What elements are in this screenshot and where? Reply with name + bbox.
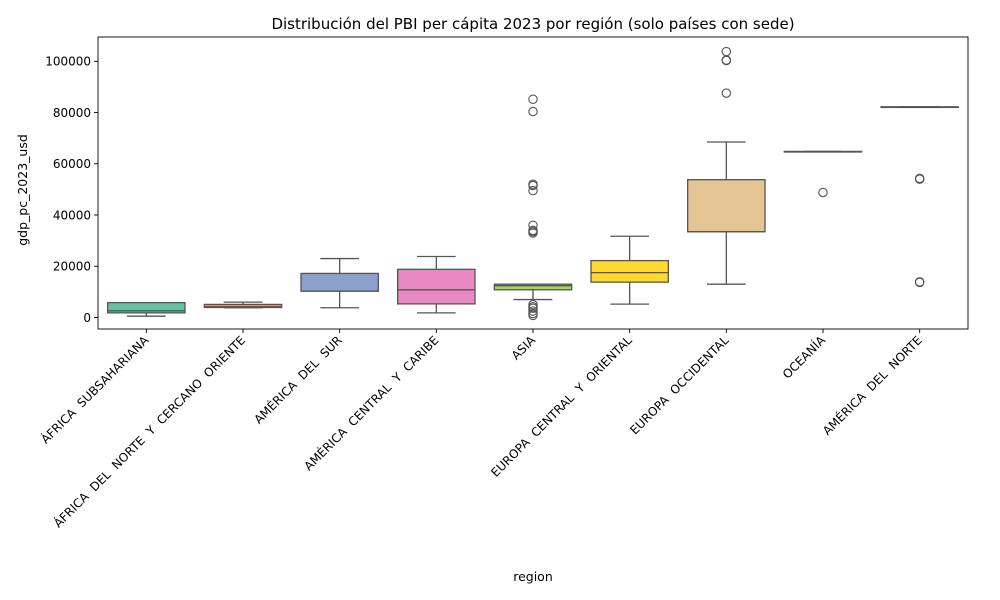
outlier-point xyxy=(528,185,538,196)
y-tick-label: 60000 xyxy=(53,157,91,171)
outlier-point xyxy=(528,310,538,321)
x-tick-label: AMÉRICA DEL NORTE xyxy=(819,333,924,438)
outlier-point xyxy=(528,106,538,117)
box xyxy=(203,303,283,309)
x-tick-label: EUROPA OCCIDENTAL xyxy=(627,333,731,437)
plot-content xyxy=(107,46,959,321)
box xyxy=(300,272,379,292)
box-group xyxy=(203,301,283,309)
box-group xyxy=(687,46,766,285)
box-group xyxy=(880,106,959,288)
box-group xyxy=(590,235,669,305)
outlier-point xyxy=(528,220,538,231)
box xyxy=(687,179,766,233)
outlier-point xyxy=(818,187,828,198)
box xyxy=(107,301,186,314)
chart-title: Distribución del PBI per cápita 2023 por… xyxy=(271,15,794,33)
x-tick-label: ÁFRICA SUBSAHARIANA xyxy=(37,332,152,447)
y-tick-label: 20000 xyxy=(53,260,91,274)
y-axis-label: gdp_pc_2023_usd xyxy=(15,134,30,246)
outlier-point xyxy=(528,303,538,314)
y-tick-label: 0 xyxy=(83,311,91,325)
box-group xyxy=(300,257,379,309)
box xyxy=(397,268,476,305)
x-tick-label: ÁFRICA DEL NORTE Y CERCANO ORIENTE xyxy=(50,333,248,531)
y-tick-label: 40000 xyxy=(53,208,91,222)
y-tick-label: 80000 xyxy=(53,106,91,120)
box-group xyxy=(493,94,573,321)
outlier-point xyxy=(721,55,732,66)
y-tick-label: 100000 xyxy=(45,55,91,69)
outlier-point xyxy=(721,46,732,57)
outlier-point xyxy=(914,277,925,288)
y-axis: 0 20000 40000 60000 80000 100000 xyxy=(45,55,98,325)
x-tick-label: OCEANÍA xyxy=(779,332,829,382)
box xyxy=(493,283,573,291)
outlier-point xyxy=(528,306,538,316)
outlier-point xyxy=(914,174,925,184)
box-group xyxy=(783,150,863,198)
x-tick-label: ASIA xyxy=(509,333,539,363)
box xyxy=(590,259,669,283)
outlier-point xyxy=(528,94,538,104)
box-group xyxy=(107,301,186,317)
x-axis-label: region xyxy=(513,569,553,584)
outlier-point xyxy=(528,180,538,191)
x-tick-label: AMÉRICA DEL SUR xyxy=(251,333,345,427)
outlier-point xyxy=(721,88,732,98)
outlier-point xyxy=(528,228,538,238)
box-group xyxy=(397,255,476,314)
